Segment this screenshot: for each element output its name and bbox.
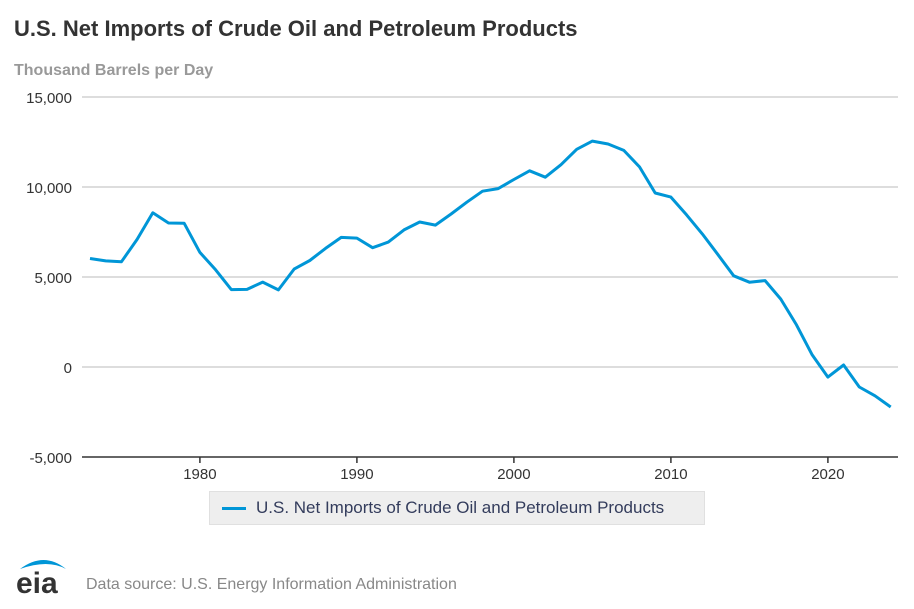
y-tick-label: -5,000: [29, 450, 72, 467]
data-source: Data source: U.S. Energy Information Adm…: [86, 576, 457, 593]
eia-logo: eia: [16, 560, 66, 597]
x-tick-label: 2010: [654, 466, 687, 483]
series-line: [89, 139, 892, 409]
y-tick-label: 5,000: [34, 270, 72, 287]
legend[interactable]: U.S. Net Imports of Crude Oil and Petrol…: [209, 491, 705, 525]
x-tick-label: 1990: [340, 466, 373, 483]
y-tick-label: 10,000: [26, 180, 72, 197]
chart-title: U.S. Net Imports of Crude Oil and Petrol…: [14, 16, 578, 41]
x-tick-label: 1980: [183, 466, 216, 483]
svg-text:eia: eia: [16, 567, 58, 597]
x-tick-label: 2020: [811, 466, 844, 483]
y-tick-label: 0: [64, 360, 72, 377]
legend-swatch: [222, 506, 246, 510]
y-tick-label: 15,000: [26, 90, 72, 107]
x-tick-label: 2000: [497, 466, 530, 483]
y-axis-label: Thousand Barrels per Day: [14, 62, 214, 79]
legend-label: U.S. Net Imports of Crude Oil and Petrol…: [256, 498, 665, 517]
